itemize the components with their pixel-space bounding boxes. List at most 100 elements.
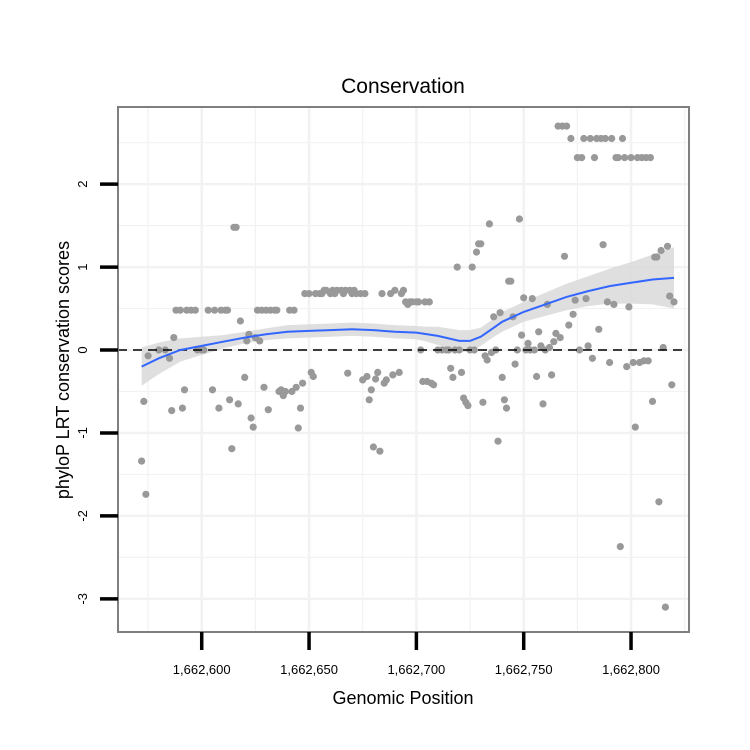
data-point bbox=[648, 397, 657, 405]
data-point bbox=[545, 343, 554, 352]
data-point bbox=[629, 358, 637, 367]
data-point bbox=[644, 357, 652, 365]
data-point bbox=[623, 363, 631, 371]
data-point bbox=[571, 296, 579, 304]
data-point bbox=[567, 134, 575, 143]
data-point bbox=[299, 379, 307, 387]
data-point bbox=[663, 242, 672, 250]
data-point bbox=[524, 339, 532, 347]
data-point bbox=[563, 122, 571, 130]
grid-lines bbox=[118, 107, 689, 632]
data-point bbox=[513, 346, 521, 354]
data-point bbox=[653, 253, 661, 261]
data-point bbox=[485, 220, 493, 228]
data-point bbox=[395, 368, 403, 376]
data-point bbox=[584, 342, 592, 350]
data-point bbox=[155, 346, 163, 354]
x-tick-label: 1,662,750 bbox=[495, 662, 553, 677]
data-point bbox=[616, 543, 624, 551]
data-point bbox=[580, 134, 588, 143]
data-point bbox=[204, 306, 212, 314]
panel-border bbox=[117, 106, 690, 633]
data-point bbox=[490, 313, 498, 321]
data-point bbox=[498, 373, 506, 381]
x-tick-label: 1,662,800 bbox=[602, 662, 660, 677]
data-point bbox=[464, 402, 472, 410]
data-point bbox=[292, 383, 300, 391]
data-point bbox=[389, 371, 397, 379]
data-point bbox=[539, 400, 547, 408]
data-point bbox=[211, 306, 219, 314]
data-point bbox=[296, 404, 305, 412]
data-point bbox=[236, 317, 244, 325]
data-point bbox=[586, 134, 594, 143]
data-point bbox=[260, 383, 268, 391]
data-point bbox=[170, 334, 178, 342]
data-point bbox=[294, 424, 302, 432]
data-point bbox=[588, 354, 597, 362]
data-point bbox=[234, 400, 242, 408]
data-point bbox=[621, 154, 629, 162]
data-point bbox=[374, 368, 382, 376]
data-point bbox=[666, 292, 674, 300]
y-axis-label: phyloP LRT conservation scores bbox=[53, 241, 73, 499]
data-point bbox=[223, 306, 232, 314]
data-point bbox=[590, 154, 599, 162]
data-point bbox=[363, 372, 371, 381]
data-point bbox=[518, 331, 526, 339]
data-point bbox=[425, 298, 433, 306]
data-point bbox=[447, 364, 455, 372]
data-point bbox=[232, 223, 240, 231]
data-point bbox=[603, 298, 612, 306]
data-point bbox=[200, 346, 208, 354]
data-point bbox=[191, 306, 199, 314]
data-point bbox=[500, 396, 508, 404]
data-point bbox=[453, 263, 461, 271]
data-point bbox=[601, 134, 609, 143]
data-point bbox=[661, 603, 670, 611]
y-tick-label: 2 bbox=[75, 180, 90, 187]
data-point bbox=[243, 337, 251, 345]
data-point bbox=[430, 381, 438, 389]
plot-panel bbox=[118, 107, 689, 632]
data-point bbox=[414, 298, 423, 306]
data-point bbox=[399, 286, 408, 294]
data-point bbox=[215, 404, 223, 412]
data-point bbox=[367, 386, 375, 394]
data-point bbox=[309, 372, 317, 381]
data-point bbox=[608, 134, 616, 143]
data-point bbox=[618, 134, 627, 143]
data-point bbox=[520, 294, 528, 302]
data-point bbox=[657, 246, 665, 255]
x-tick-label: 1,662,700 bbox=[387, 662, 445, 677]
data-point bbox=[599, 241, 607, 249]
data-point bbox=[575, 346, 584, 354]
data-point bbox=[595, 325, 603, 333]
y-tick-label: -1 bbox=[75, 427, 90, 439]
data-point bbox=[168, 407, 176, 415]
data-point bbox=[144, 352, 152, 360]
data-point bbox=[582, 295, 590, 303]
data-point bbox=[569, 310, 577, 318]
data-point bbox=[273, 306, 281, 314]
data-point bbox=[382, 376, 390, 384]
data-point bbox=[180, 386, 189, 394]
data-point bbox=[241, 373, 249, 381]
data-point bbox=[290, 306, 298, 314]
data-point bbox=[610, 300, 618, 308]
data-point bbox=[365, 396, 373, 404]
data-point bbox=[515, 215, 524, 223]
data-point bbox=[533, 372, 541, 381]
data-point bbox=[178, 404, 186, 412]
data-point bbox=[627, 154, 635, 162]
data-point bbox=[281, 387, 289, 396]
x-tick-label: 1,662,650 bbox=[280, 662, 338, 677]
data-point bbox=[344, 369, 352, 377]
y-tick-label: -2 bbox=[75, 510, 90, 522]
data-point bbox=[530, 346, 539, 354]
data-point bbox=[264, 406, 272, 414]
data-point bbox=[208, 386, 217, 394]
data-point bbox=[606, 358, 614, 367]
data-point bbox=[455, 346, 463, 354]
data-point bbox=[165, 354, 174, 362]
